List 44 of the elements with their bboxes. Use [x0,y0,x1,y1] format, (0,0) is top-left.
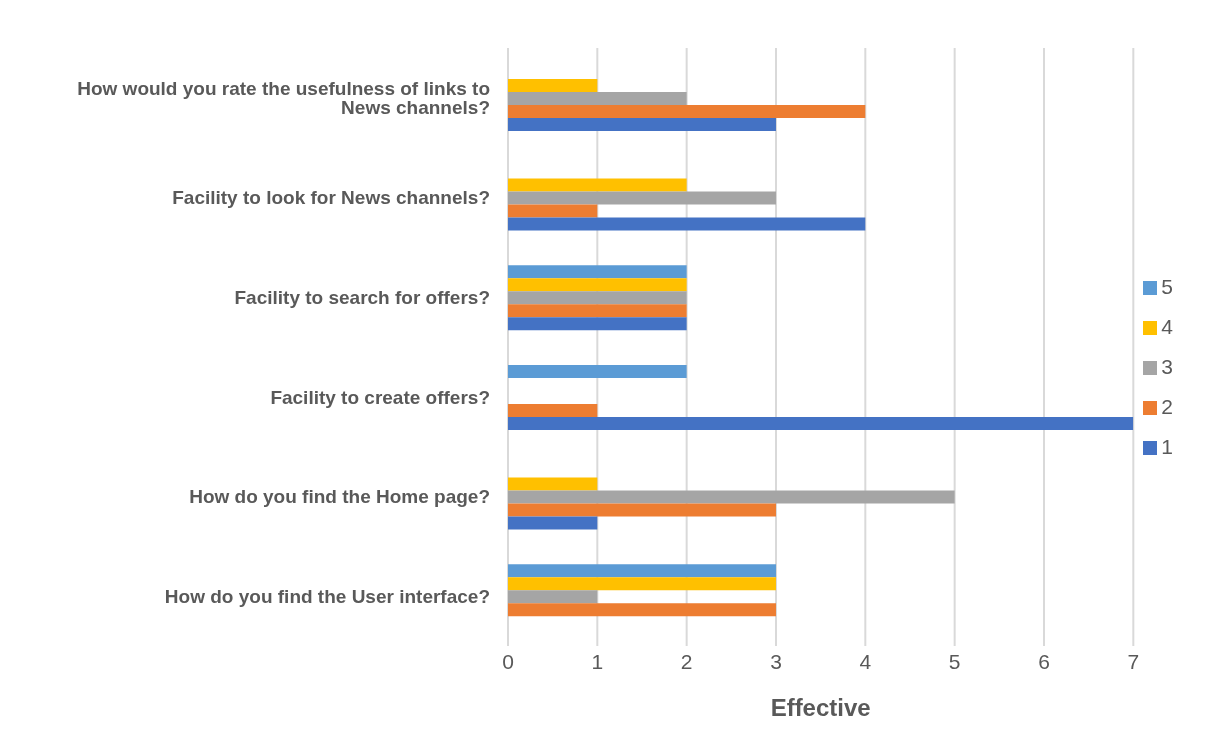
legend-label: 3 [1161,355,1173,378]
bar [508,91,687,105]
bar [508,503,776,517]
legend-label: 2 [1161,395,1173,418]
bar [508,191,776,205]
x-tick-label: 5 [948,649,961,673]
bar [508,291,687,305]
bar [508,178,687,192]
bar [508,117,776,131]
x-tick-label: 3 [770,649,782,673]
bar [508,577,776,591]
bar [508,477,598,491]
x-tick-label: 7 [1127,649,1140,673]
x-tick-label: 6 [1038,649,1050,673]
bar [508,490,955,504]
y-tick-label: Facility to search for offers? [234,286,490,308]
legend-label: 4 [1161,315,1173,338]
y-tick-label: Facility to create offers? [270,386,490,408]
x-tick-label: 2 [680,649,693,673]
x-tick-label: 1 [591,649,604,673]
bar [508,516,598,530]
y-tick-label: How do you find the User interface? [164,585,490,607]
bar [508,364,687,378]
bar [508,590,598,604]
bar [508,265,687,279]
x-tick-label: 0 [502,649,514,673]
bar [508,78,598,92]
bar [508,403,598,417]
legend-label: 1 [1161,435,1173,458]
bar [508,104,866,118]
bar [508,304,687,318]
legend-label: 5 [1161,275,1173,298]
bar [508,278,687,292]
y-tick-label: How would you rate the usefulness of links to News channels? [77,78,490,119]
bar [508,217,866,231]
bar [508,416,1134,430]
bar [508,603,776,617]
x-axis-title: Effective [770,694,871,721]
bar [508,564,776,578]
bar [508,317,687,331]
x-tick-label: 4 [859,649,872,673]
y-tick-label: Facility to look for News channels? [172,187,490,209]
y-tick-label: How do you find the Home page? [189,486,490,508]
bar [508,204,598,218]
